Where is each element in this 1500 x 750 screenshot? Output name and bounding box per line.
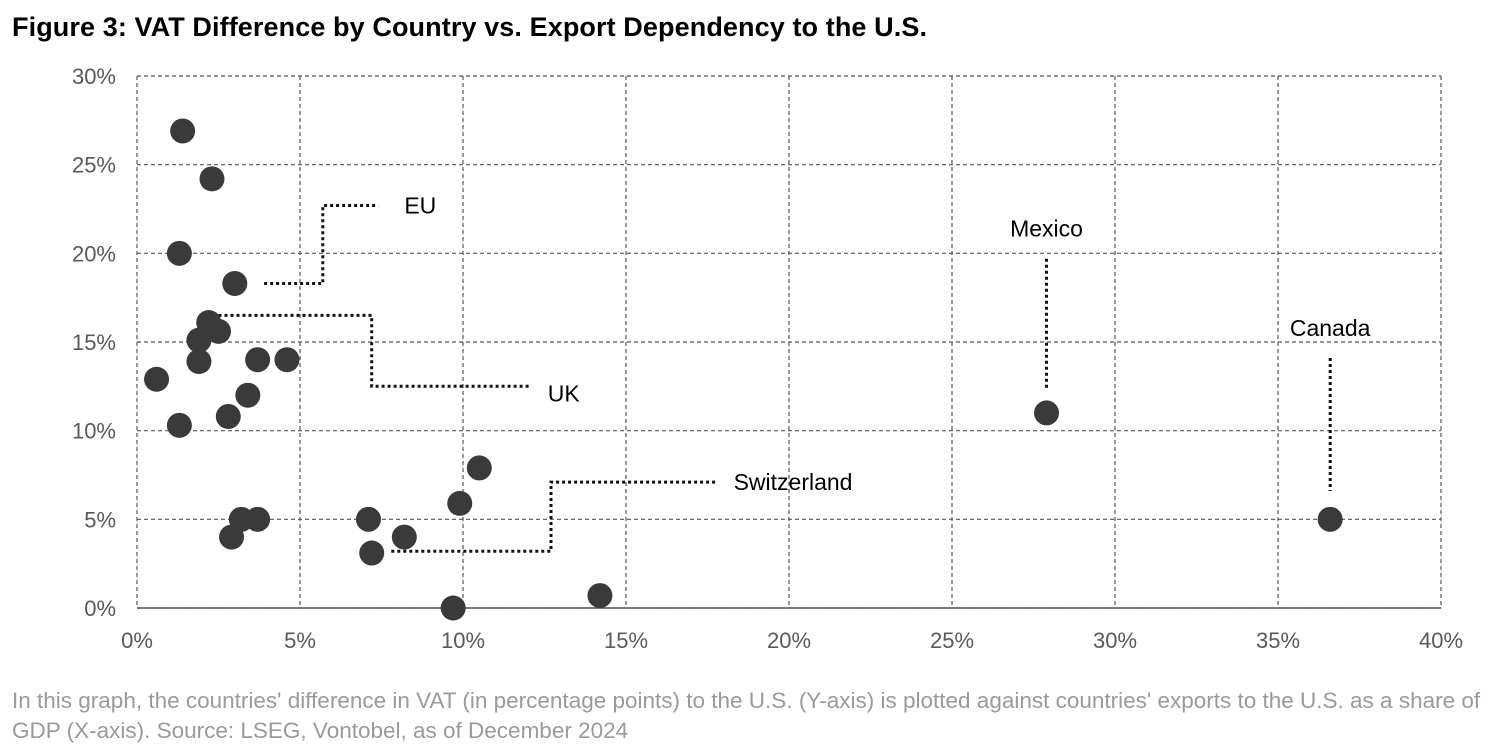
data-point: [186, 327, 212, 353]
annotation-leader-uk: [218, 313, 532, 388]
data-point: [170, 118, 196, 144]
annotation-label-mexico: Mexico: [1010, 216, 1083, 242]
x-tick-label: 0%: [121, 628, 153, 653]
scatter-chart: 0% 5% 10% 15% 20% 25% 30% 0% 5% 10% 15% 20% 25% 30% 3…: [72, 64, 1463, 653]
data-point: [186, 349, 212, 375]
data-point: [1317, 506, 1343, 532]
data-point: [359, 540, 385, 566]
x-tick-label: 25%: [930, 628, 974, 653]
annotation-leader-switzerland: [391, 480, 718, 553]
annotation-label-switzerland: Switzerland: [734, 469, 853, 495]
x-tick-label: 40%: [1419, 628, 1463, 653]
grid: [136, 75, 1442, 609]
y-tick-label: 0%: [84, 596, 116, 621]
x-tick-label: 20%: [767, 628, 811, 653]
annotation-leaders: [218, 204, 1332, 553]
data-point: [447, 490, 473, 516]
data-point: [166, 412, 192, 438]
y-tick-label: 20%: [72, 241, 116, 266]
data-points: [144, 118, 1343, 621]
data-point: [466, 455, 492, 481]
y-axis-ticks: 0% 5% 10% 15% 20% 25% 30%: [72, 64, 116, 621]
chart-title: Figure 3: VAT Difference by Country vs. …: [12, 12, 928, 42]
y-tick-label: 30%: [72, 64, 116, 89]
annotation-label-eu: EU: [404, 192, 436, 218]
data-point: [144, 366, 170, 392]
data-point: [587, 583, 613, 609]
data-point: [215, 403, 241, 429]
y-tick-label: 15%: [72, 330, 116, 355]
y-tick-label: 10%: [72, 419, 116, 444]
data-point: [206, 318, 231, 344]
data-point: [391, 524, 417, 550]
data-point: [199, 166, 225, 192]
data-point: [1034, 400, 1060, 426]
x-axis-ticks: 0% 5% 10% 15% 20% 25% 30% 35% 40%: [121, 628, 1463, 653]
annotation-label-canada: Canada: [1290, 315, 1371, 341]
data-point: [245, 506, 271, 532]
x-tick-label: 35%: [1256, 628, 1300, 653]
annotation-labels: EU UK Switzerland Mexico Canada: [404, 192, 1370, 495]
data-point: [166, 240, 192, 266]
data-point: [274, 347, 300, 373]
x-tick-label: 15%: [604, 628, 648, 653]
data-point: [245, 347, 271, 373]
y-tick-label: 5%: [84, 507, 116, 532]
annotation-leader-eu: [264, 204, 379, 285]
data-point: [355, 506, 381, 532]
data-point: [235, 382, 261, 408]
x-tick-label: 10%: [441, 628, 485, 653]
annotation-label-uk: UK: [548, 380, 581, 406]
data-point: [440, 595, 466, 621]
y-tick-label: 25%: [72, 153, 116, 178]
data-point: [219, 524, 245, 550]
figure-caption: In this graph, the countries' difference…: [12, 688, 1481, 743]
x-tick-label: 5%: [284, 628, 316, 653]
data-point: [222, 270, 248, 296]
x-tick-label: 30%: [1093, 628, 1137, 653]
